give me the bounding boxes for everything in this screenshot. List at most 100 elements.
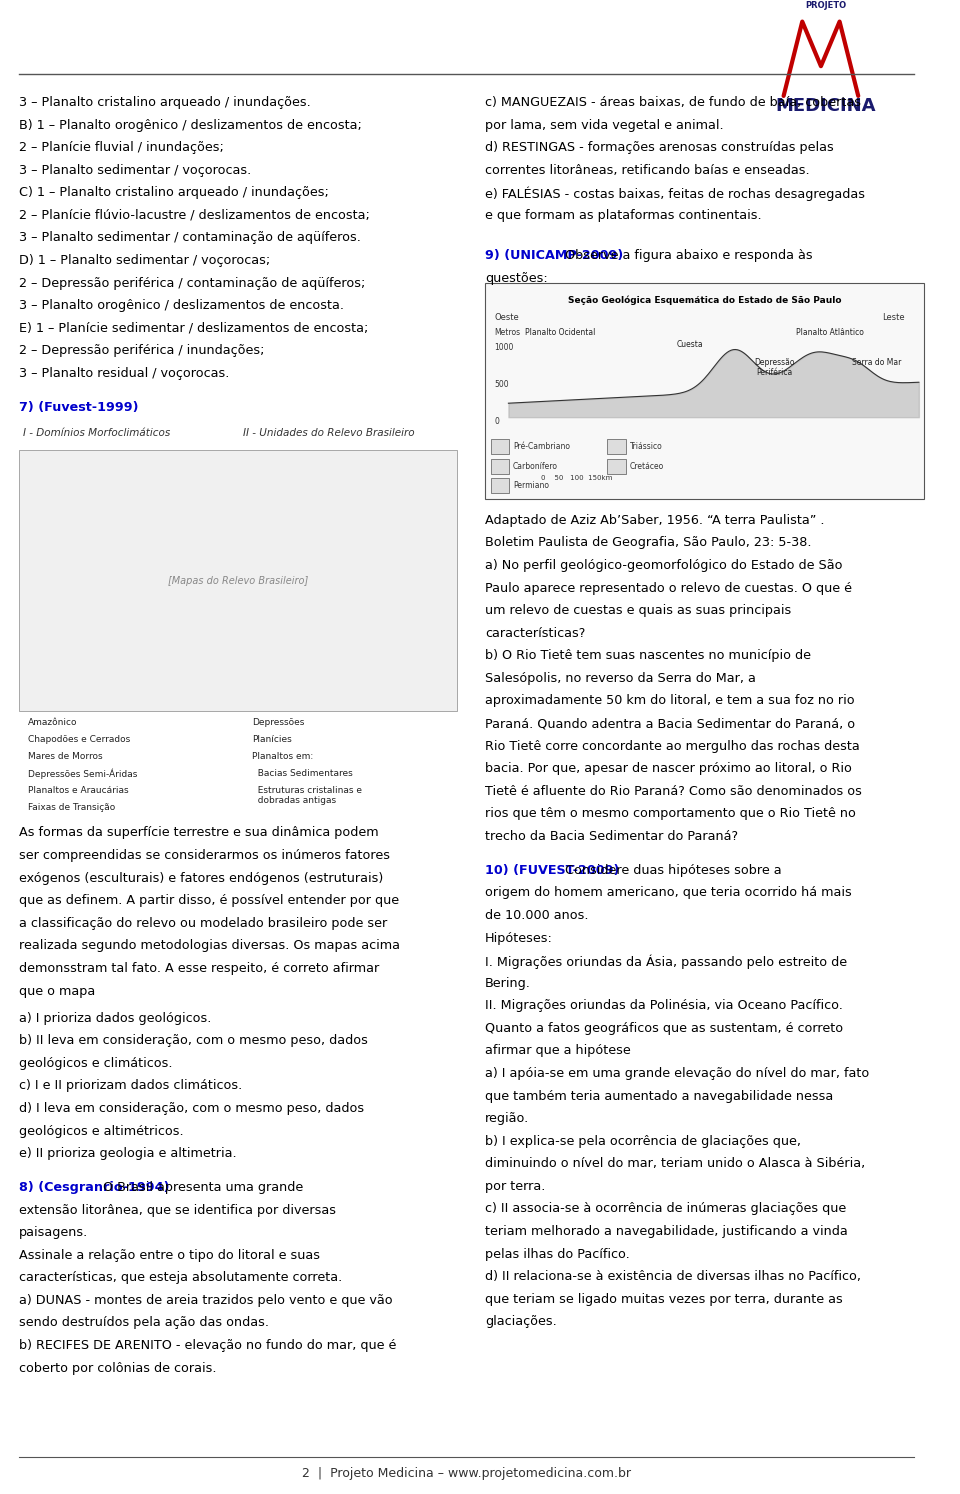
- Text: geológicos e climáticos.: geológicos e climáticos.: [18, 1056, 172, 1070]
- Text: MEDICINA: MEDICINA: [776, 97, 876, 115]
- Text: diminuindo o nível do mar, teriam unido o Alasca à Sibéria,: diminuindo o nível do mar, teriam unido …: [485, 1158, 865, 1170]
- Text: Considere duas hipóteses sobre a: Considere duas hipóteses sobre a: [562, 864, 781, 877]
- Text: região.: região.: [485, 1112, 529, 1125]
- Text: características?: características?: [485, 627, 586, 639]
- Text: I. Migrações oriundas da Ásia, passando pelo estreito de: I. Migrações oriundas da Ásia, passando …: [485, 955, 848, 968]
- Text: que o mapa: que o mapa: [18, 985, 95, 998]
- Text: Bering.: Bering.: [485, 977, 531, 989]
- Text: rios que têm o mesmo comportamento que o Rio Tietê no: rios que têm o mesmo comportamento que o…: [485, 807, 856, 820]
- Text: II. Migrações oriundas da Polinésia, via Oceano Pacífico.: II. Migrações oriundas da Polinésia, via…: [485, 999, 843, 1013]
- Text: b) II leva em consideração, com o mesmo peso, dados: b) II leva em consideração, com o mesmo …: [18, 1034, 368, 1047]
- Text: Tietê é afluente do Rio Paraná? Como são denominados os: Tietê é afluente do Rio Paraná? Como são…: [485, 784, 862, 798]
- Text: Metros: Metros: [494, 329, 520, 338]
- Text: O Brasil apresenta uma grande: O Brasil apresenta uma grande: [99, 1180, 303, 1194]
- Text: 3 – Planalto orogênico / deslizamentos de encosta.: 3 – Planalto orogênico / deslizamentos d…: [18, 299, 344, 312]
- Text: por lama, sem vida vegetal e animal.: por lama, sem vida vegetal e animal.: [485, 118, 724, 131]
- Text: a) I apóia-se em uma grande elevação do nível do mar, fato: a) I apóia-se em uma grande elevação do …: [485, 1067, 870, 1080]
- Text: Triássico: Triássico: [630, 442, 662, 451]
- Bar: [491, 439, 510, 454]
- Text: II - Unidades do Relevo Brasileiro: II - Unidades do Relevo Brasileiro: [243, 427, 414, 438]
- Text: 3 – Planalto residual / voçorocas.: 3 – Planalto residual / voçorocas.: [18, 368, 229, 379]
- Text: Permiano: Permiano: [513, 481, 549, 490]
- Bar: [608, 459, 626, 474]
- Text: b) O Rio Tietê tem suas nascentes no município de: b) O Rio Tietê tem suas nascentes no mun…: [485, 650, 811, 662]
- Text: 7) (Fuvest-1999): 7) (Fuvest-1999): [18, 400, 138, 414]
- Text: C) 1 – Planalto cristalino arqueado / inundações;: C) 1 – Planalto cristalino arqueado / in…: [18, 187, 328, 199]
- Text: PROJETO: PROJETO: [805, 0, 846, 9]
- Text: Paraná. Quando adentra a Bacia Sedimentar do Paraná, o: Paraná. Quando adentra a Bacia Sedimenta…: [485, 717, 855, 731]
- Text: que teriam se ligado muitas vezes por terra, durante as: que teriam se ligado muitas vezes por te…: [485, 1292, 843, 1306]
- Text: paisagens.: paisagens.: [18, 1227, 88, 1239]
- Text: Seção Geológica Esquemática do Estado de São Paulo: Seção Geológica Esquemática do Estado de…: [567, 296, 841, 305]
- Text: Depressão
Periférica: Depressão Periférica: [754, 357, 795, 376]
- Text: B) 1 – Planalto orogênico / deslizamentos de encosta;: B) 1 – Planalto orogênico / deslizamento…: [18, 118, 362, 131]
- Text: demonsstram tal fato. A esse respeito, é correto afirmar: demonsstram tal fato. A esse respeito, é…: [18, 962, 379, 976]
- Text: Planalto Atlântico: Planalto Atlântico: [796, 329, 864, 338]
- Text: Planaltos e Araucárias: Planaltos e Araucárias: [28, 786, 129, 795]
- Text: E) 1 – Planície sedimentar / deslizamentos de encosta;: E) 1 – Planície sedimentar / deslizament…: [18, 321, 368, 335]
- Text: coberto por colônias de corais.: coberto por colônias de corais.: [18, 1361, 216, 1374]
- Text: correntes litorâneas, retificando baías e enseadas.: correntes litorâneas, retificando baías …: [485, 164, 809, 176]
- Text: Rio Tietê corre concordante ao mergulho das rochas desta: Rio Tietê corre concordante ao mergulho …: [485, 740, 860, 753]
- Text: Paulo aparece representado o relevo de cuestas. O que é: Paulo aparece representado o relevo de c…: [485, 581, 852, 595]
- Text: Cretáceo: Cretáceo: [630, 462, 664, 471]
- Text: a) No perfil geológico-geomorfológico do Estado de São: a) No perfil geológico-geomorfológico do…: [485, 559, 843, 572]
- Text: um relevo de cuestas e quais as suas principais: um relevo de cuestas e quais as suas pri…: [485, 604, 791, 617]
- Text: 3 – Planalto sedimentar / contaminação de aqüíferos.: 3 – Planalto sedimentar / contaminação d…: [18, 232, 361, 245]
- Text: Pré-Cambriano: Pré-Cambriano: [513, 442, 570, 451]
- Text: pelas ilhas do Pacífico.: pelas ilhas do Pacífico.: [485, 1247, 630, 1261]
- Text: bacia. Por que, apesar de nascer próximo ao litoral, o Rio: bacia. Por que, apesar de nascer próximo…: [485, 762, 852, 775]
- Bar: [491, 478, 510, 493]
- Text: Planalto Ocidental: Planalto Ocidental: [524, 329, 595, 338]
- Text: 3 – Planalto sedimentar / voçorocas.: 3 – Planalto sedimentar / voçorocas.: [18, 164, 251, 176]
- Text: a) DUNAS - montes de areia trazidos pelo vento e que vão: a) DUNAS - montes de areia trazidos pelo…: [18, 1294, 393, 1307]
- Text: b) I explica-se pela ocorrência de glaciações que,: b) I explica-se pela ocorrência de glaci…: [485, 1135, 801, 1147]
- Text: 2  |  Projeto Medicina – www.projetomedicina.com.br: 2 | Projeto Medicina – www.projetomedici…: [302, 1467, 631, 1481]
- Text: Leste: Leste: [882, 314, 905, 323]
- Text: 2 – Planície fluvial / inundações;: 2 – Planície fluvial / inundações;: [18, 140, 224, 154]
- Text: Serra do Mar: Serra do Mar: [852, 357, 901, 366]
- Text: Carbonífero: Carbonífero: [513, 462, 558, 471]
- Text: ser compreendidas se considerarmos os inúmeros fatores: ser compreendidas se considerarmos os in…: [18, 849, 390, 862]
- Text: c) I e II priorizam dados climáticos.: c) I e II priorizam dados climáticos.: [18, 1079, 242, 1092]
- Text: c) II associa-se à ocorrência de inúmeras glaciações que: c) II associa-se à ocorrência de inúmera…: [485, 1203, 847, 1216]
- Text: As formas da superfície terrestre e sua dinâmica podem: As formas da superfície terrestre e sua …: [18, 826, 378, 840]
- Text: que também teria aumentado a navegabilidade nessa: que também teria aumentado a navegabilid…: [485, 1089, 833, 1103]
- Text: aproximadamente 50 km do litoral, e tem a sua foz no rio: aproximadamente 50 km do litoral, e tem …: [485, 695, 854, 708]
- Text: Observe a figura abaixo e responda às: Observe a figura abaixo e responda às: [562, 249, 813, 263]
- Text: 8) (Cesgranrio-1994): 8) (Cesgranrio-1994): [18, 1180, 169, 1194]
- Text: Amazônico: Amazônico: [28, 719, 78, 728]
- Text: 1000: 1000: [494, 342, 514, 351]
- Text: Adaptado de Aziz Ab’Saber, 1956. “A terra Paulista” .: Adaptado de Aziz Ab’Saber, 1956. “A terr…: [485, 514, 825, 527]
- Text: e) II prioriza geologia e altimetria.: e) II prioriza geologia e altimetria.: [18, 1147, 236, 1159]
- Text: D) 1 – Planalto sedimentar / voçorocas;: D) 1 – Planalto sedimentar / voçorocas;: [18, 254, 270, 267]
- Text: Planícies: Planícies: [252, 735, 292, 744]
- Text: e que formam as plataformas continentais.: e que formam as plataformas continentais…: [485, 209, 761, 221]
- Text: b) RECIFES DE ARENITO - elevação no fundo do mar, que é: b) RECIFES DE ARENITO - elevação no fund…: [18, 1339, 396, 1352]
- Text: glaciações.: glaciações.: [485, 1315, 557, 1328]
- Text: que as definem. A partir disso, é possível entender por que: que as definem. A partir disso, é possív…: [18, 895, 398, 907]
- Text: Chapodões e Cerrados: Chapodões e Cerrados: [28, 735, 131, 744]
- Text: realizada segundo metodologias diversas. Os mapas acima: realizada segundo metodologias diversas.…: [18, 940, 399, 952]
- Text: de 10.000 anos.: de 10.000 anos.: [485, 908, 588, 922]
- Text: Faixas de Transição: Faixas de Transição: [28, 802, 115, 811]
- Text: 2 – Depressão periférica / contaminação de aqüíferos;: 2 – Depressão periférica / contaminação …: [18, 276, 365, 290]
- Text: c) MANGUEZAIS - áreas baixas, de fundo de baía, cobertas: c) MANGUEZAIS - áreas baixas, de fundo d…: [485, 96, 861, 109]
- Text: 2 – Depressão periférica / inundações;: 2 – Depressão periférica / inundações;: [18, 344, 264, 357]
- Text: Cuesta: Cuesta: [677, 339, 704, 348]
- Text: geológicos e altimétricos.: geológicos e altimétricos.: [18, 1125, 183, 1137]
- Text: teriam melhorado a navegabilidade, justificando a vinda: teriam melhorado a navegabilidade, justi…: [485, 1225, 848, 1239]
- Text: extensão litorânea, que se identifica por diversas: extensão litorânea, que se identifica po…: [18, 1204, 336, 1216]
- Text: exógenos (esculturais) e fatores endógenos (estruturais): exógenos (esculturais) e fatores endógen…: [18, 871, 383, 884]
- Text: Depressões Semi-Áridas: Depressões Semi-Áridas: [28, 769, 137, 780]
- Text: 2 – Planície flúvio-lacustre / deslizamentos de encosta;: 2 – Planície flúvio-lacustre / deslizame…: [18, 209, 370, 221]
- Text: a classificação do relevo ou modelado brasileiro pode ser: a classificação do relevo ou modelado br…: [18, 917, 387, 929]
- Text: por terra.: por terra.: [485, 1180, 545, 1192]
- Text: Planaltos em:: Planaltos em:: [252, 751, 313, 760]
- Text: origem do homem americano, que teria ocorrido há mais: origem do homem americano, que teria oco…: [485, 886, 852, 899]
- Text: 500: 500: [494, 379, 509, 388]
- Text: d) II relaciona-se à existência de diversas ilhas no Pacífico,: d) II relaciona-se à existência de diver…: [485, 1270, 861, 1283]
- Text: Oeste: Oeste: [494, 314, 519, 323]
- Text: a) I prioriza dados geológicos.: a) I prioriza dados geológicos.: [18, 1011, 211, 1025]
- Text: 3 – Planalto cristalino arqueado / inundações.: 3 – Planalto cristalino arqueado / inund…: [18, 96, 310, 109]
